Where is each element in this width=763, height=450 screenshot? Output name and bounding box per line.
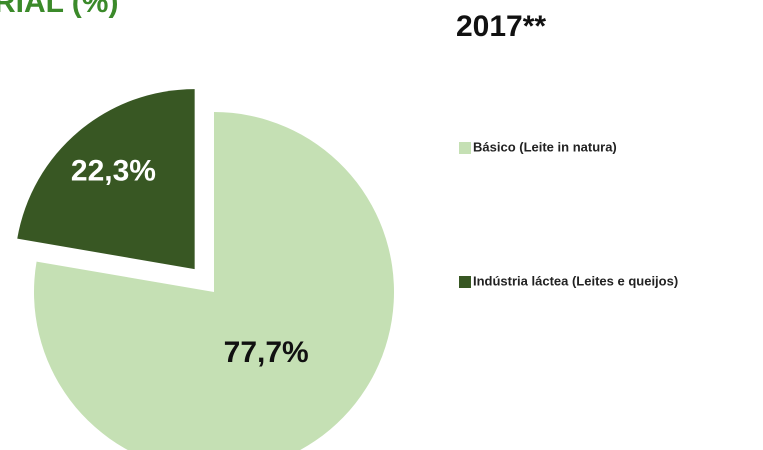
pie-slice — [34, 112, 394, 450]
legend-label: Indústria láctea (Leites e queijos) — [473, 273, 678, 288]
legend-swatch — [459, 142, 471, 154]
data-label: 22,3% — [71, 155, 156, 188]
pie-slice — [17, 89, 195, 270]
chart-subtitle: 2017** — [456, 10, 546, 43]
legend-label: Básico (Leite in natura) — [473, 139, 617, 154]
data-label: 77,7% — [224, 336, 309, 369]
chart-title: RIAL (%) — [0, 0, 118, 19]
legend-swatch — [459, 276, 471, 288]
